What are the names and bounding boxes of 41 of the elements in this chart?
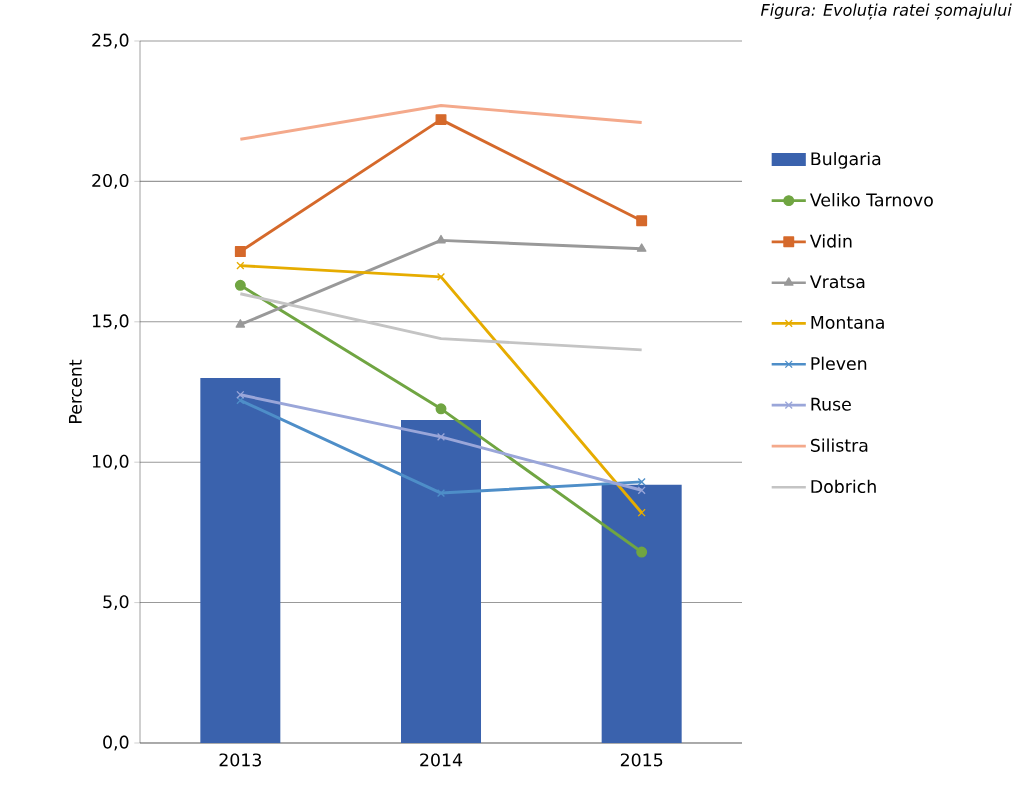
legend-label: Dobrich bbox=[811, 479, 876, 494]
y-tick-label: 15,0 bbox=[92, 314, 129, 330]
point bbox=[636, 243, 647, 252]
legend-label: Veliko Tarnovo bbox=[809, 193, 933, 207]
legend-label: Vidin bbox=[809, 234, 852, 248]
y-tick-label: 10,0 bbox=[92, 454, 129, 470]
bar bbox=[200, 377, 281, 743]
legend-label: Bulgaria bbox=[811, 151, 881, 169]
point bbox=[435, 114, 447, 126]
point bbox=[235, 319, 246, 328]
point bbox=[436, 489, 446, 498]
y-tick-label: 25,0 bbox=[92, 33, 129, 49]
legend-label: Pleven bbox=[811, 356, 867, 371]
point bbox=[637, 508, 646, 517]
x-tick-label: 2014 bbox=[420, 753, 463, 767]
legend-label: Ruse bbox=[811, 397, 851, 411]
bar bbox=[401, 420, 482, 743]
point bbox=[436, 432, 446, 441]
legend-label: Montana bbox=[811, 316, 884, 329]
point bbox=[236, 390, 245, 399]
x-tick-label: 2013 bbox=[219, 753, 261, 767]
point bbox=[637, 477, 646, 486]
y-axis-title: Percent bbox=[68, 359, 82, 423]
point bbox=[236, 396, 245, 405]
y-tick-label: 0,0 bbox=[103, 735, 129, 751]
legend-label: Silistra bbox=[810, 438, 868, 452]
point bbox=[637, 486, 646, 495]
point bbox=[636, 215, 648, 227]
y-tick-label: 5,0 bbox=[103, 595, 129, 611]
point bbox=[436, 234, 446, 244]
point bbox=[436, 272, 446, 281]
point bbox=[234, 279, 246, 291]
point bbox=[234, 246, 246, 258]
point bbox=[236, 261, 245, 270]
legend-label: Vratsa bbox=[809, 275, 865, 289]
text: Figura: Evoluția ratei șomajului bbox=[760, 3, 1012, 20]
y-tick-label: 20,0 bbox=[92, 173, 129, 189]
point bbox=[636, 546, 648, 558]
point bbox=[435, 403, 447, 415]
x-tick-label: 2015 bbox=[620, 753, 663, 767]
bar bbox=[601, 484, 682, 743]
